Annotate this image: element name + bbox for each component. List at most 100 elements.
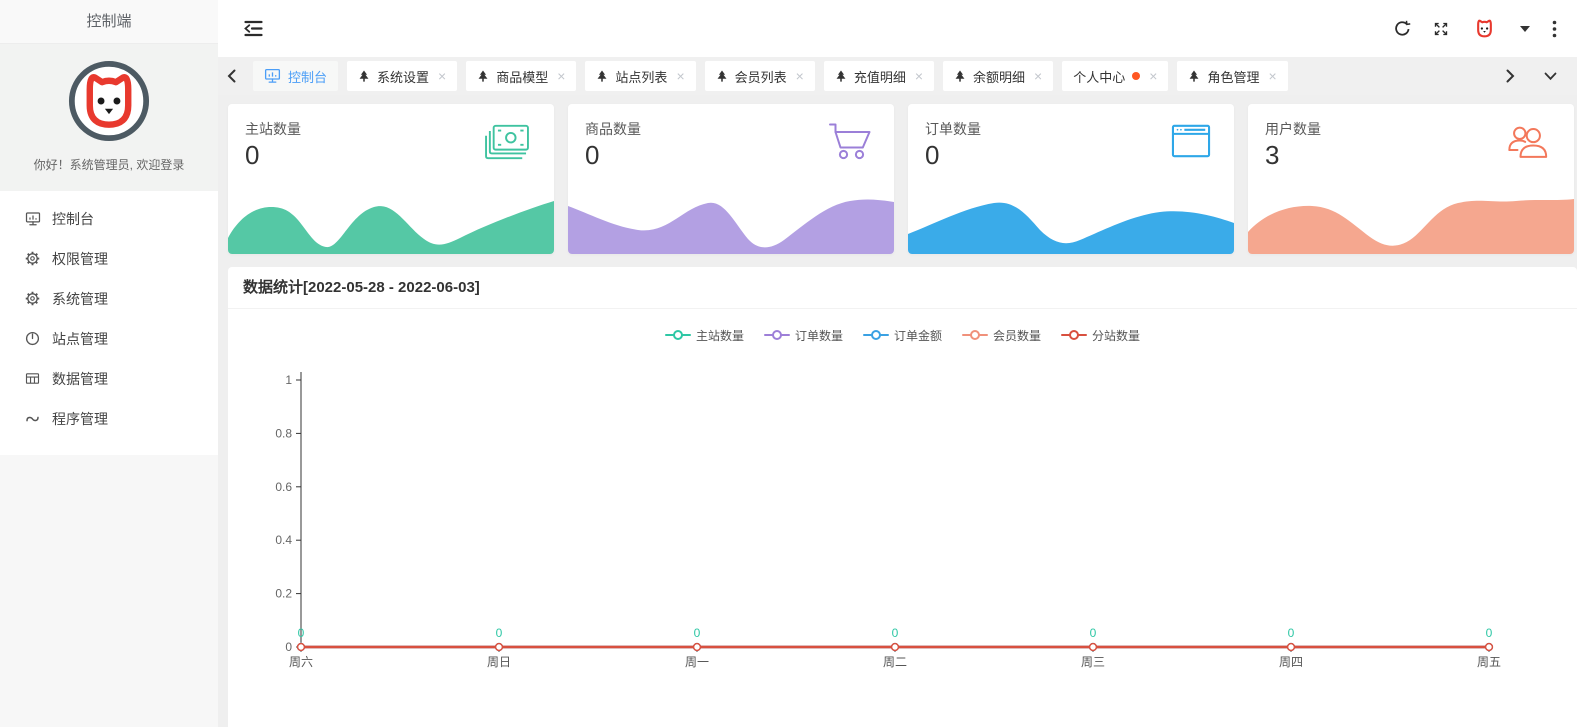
- close-icon[interactable]: ×: [914, 68, 924, 84]
- stat-cards-row: 主站数量 0 商品数量 0 订单数量 0 用户数量 3: [228, 104, 1577, 254]
- panel-title: 数据统计[2022-05-28 - 2022-06-03]: [228, 267, 1577, 309]
- wave-decoration: [1248, 199, 1574, 254]
- table-icon: [25, 371, 41, 387]
- y-axis-tick-label: 0.8: [275, 426, 292, 440]
- sidebar-item-label: 站点管理: [52, 331, 108, 347]
- close-icon[interactable]: ×: [1268, 68, 1277, 84]
- tab-label: 控制台: [288, 69, 328, 85]
- x-axis-tick-label: 周三: [1081, 655, 1105, 669]
- sidebar-item-4[interactable]: 数据管理: [0, 359, 218, 399]
- data-point-label: 0: [298, 626, 305, 640]
- tabs-dropdown-icon[interactable]: [1537, 72, 1563, 81]
- tabs-right-controls: [1491, 69, 1577, 83]
- chart-legend: 主站数量 订单数量 订单金额 会员数量 分站数量: [228, 325, 1577, 345]
- stat-card-value: 0: [925, 140, 940, 170]
- tab-label: 系统设置: [377, 69, 430, 85]
- top-navbar: [218, 0, 1577, 57]
- avatar[interactable]: [1471, 15, 1498, 42]
- tree-icon: [835, 70, 847, 83]
- tab-2[interactable]: 商品模型 ×: [466, 61, 577, 91]
- tree-icon: [954, 70, 966, 83]
- tabs-container: 控制台 系统设置 × 商品模型 × 站点列表 × 会员列表 × 充值明细 × 余额明细 × 个人中心 × 角色…: [244, 57, 1491, 95]
- close-icon[interactable]: ×: [795, 68, 804, 84]
- refresh-icon[interactable]: [1394, 20, 1411, 37]
- legend-item-0[interactable]: 主站数量: [664, 325, 744, 345]
- app-logo: [68, 60, 150, 142]
- legend-label: 会员数量: [993, 328, 1042, 343]
- close-icon[interactable]: ×: [438, 68, 447, 84]
- sidebar-item-label: 控制台: [52, 211, 94, 227]
- fullscreen-icon[interactable]: [1433, 21, 1449, 37]
- stat-card-0: 主站数量 0: [228, 104, 554, 254]
- y-axis-tick-label: 0.6: [275, 480, 292, 494]
- legend-label: 分站数量: [1092, 328, 1141, 343]
- data-point-marker: [1484, 642, 1494, 652]
- tree-icon: [1188, 70, 1200, 83]
- sidebar-item-2[interactable]: 系统管理: [0, 279, 218, 319]
- clock-icon: [25, 331, 41, 347]
- data-point-marker: [296, 642, 306, 652]
- x-axis-tick-label: 周六: [289, 655, 313, 669]
- stat-card-2: 订单数量 0: [908, 104, 1234, 254]
- tab-bar: 控制台 系统设置 × 商品模型 × 站点列表 × 会员列表 × 充值明细 × 余额明细 × 个人中心 × 角色…: [218, 57, 1577, 95]
- tabs-scroll-right-icon[interactable]: [1497, 69, 1523, 83]
- data-point-marker: [692, 642, 702, 652]
- sidebar-item-1[interactable]: 权限管理: [0, 239, 218, 279]
- sidebar-item-0[interactable]: 控制台: [0, 199, 218, 239]
- close-icon[interactable]: ×: [1149, 68, 1158, 84]
- tab-8[interactable]: 角色管理 ×: [1177, 61, 1288, 91]
- legend-marker-icon: [1061, 330, 1088, 340]
- tab-label: 站点列表: [615, 69, 668, 85]
- legend-item-2[interactable]: 订单金额: [862, 325, 942, 345]
- legend-marker-icon: [862, 330, 889, 340]
- gear-icon: [25, 291, 41, 307]
- y-axis-tick-label: 1: [285, 373, 292, 387]
- legend-item-1[interactable]: 订单数量: [763, 325, 843, 345]
- users-icon: [1502, 122, 1552, 165]
- wave-decoration: [908, 202, 1234, 254]
- wave-decoration: [568, 199, 894, 254]
- stat-card-label: 用户数量: [1265, 121, 1321, 137]
- data-point-marker: [1088, 642, 1098, 652]
- tabs-scroll-left-icon[interactable]: [218, 69, 244, 83]
- tree-icon: [358, 70, 370, 83]
- stat-card-label: 主站数量: [245, 121, 301, 137]
- legend-marker-icon: [763, 330, 790, 340]
- sidebar-item-5[interactable]: 程序管理: [0, 399, 218, 439]
- tab-0[interactable]: 控制台: [253, 61, 339, 91]
- collapse-menu-icon[interactable]: [242, 19, 265, 38]
- legend-label: 订单金额: [893, 328, 942, 343]
- tab-label: 会员列表: [734, 69, 787, 85]
- tab-5[interactable]: 充值明细 ×: [823, 61, 935, 91]
- tab-label: 角色管理: [1207, 69, 1260, 85]
- tree-icon: [596, 70, 608, 83]
- x-axis-tick-label: 周日: [487, 655, 511, 669]
- x-axis-tick-label: 周五: [1477, 655, 1501, 669]
- main-area: 控制台 系统设置 × 商品模型 × 站点列表 × 会员列表 × 充值明细 × 余额明细 × 个人中心 × 角色…: [218, 0, 1577, 727]
- stat-card-value: 0: [585, 140, 600, 170]
- caret-down-icon[interactable]: [1520, 25, 1530, 32]
- legend-item-4[interactable]: 分站数量: [1061, 325, 1140, 345]
- sidebar-item-label: 数据管理: [52, 371, 108, 387]
- sidebar-item-3[interactable]: 站点管理: [0, 319, 218, 359]
- legend-marker-icon: [962, 330, 988, 340]
- tab-7[interactable]: 个人中心 ×: [1062, 61, 1169, 91]
- more-icon[interactable]: [1552, 20, 1557, 38]
- data-point-label: 0: [1090, 626, 1097, 640]
- tab-3[interactable]: 站点列表 ×: [585, 61, 696, 91]
- tab-6[interactable]: 余额明细 ×: [943, 61, 1054, 91]
- legend-item-3[interactable]: 会员数量: [962, 325, 1041, 345]
- close-icon[interactable]: ×: [676, 68, 685, 84]
- stat-card-label: 商品数量: [585, 121, 641, 137]
- tab-4[interactable]: 会员列表 ×: [704, 61, 815, 91]
- close-icon[interactable]: ×: [557, 68, 566, 84]
- close-icon[interactable]: ×: [1034, 68, 1043, 84]
- tab-1[interactable]: 系统设置 ×: [347, 61, 458, 91]
- app-title: 控制端: [0, 0, 218, 44]
- stat-card-3: 用户数量 3: [1248, 104, 1574, 254]
- sidebar-item-label: 系统管理: [52, 291, 108, 307]
- browser-icon: [1170, 122, 1212, 165]
- y-axis-tick-label: 0.4: [275, 533, 292, 547]
